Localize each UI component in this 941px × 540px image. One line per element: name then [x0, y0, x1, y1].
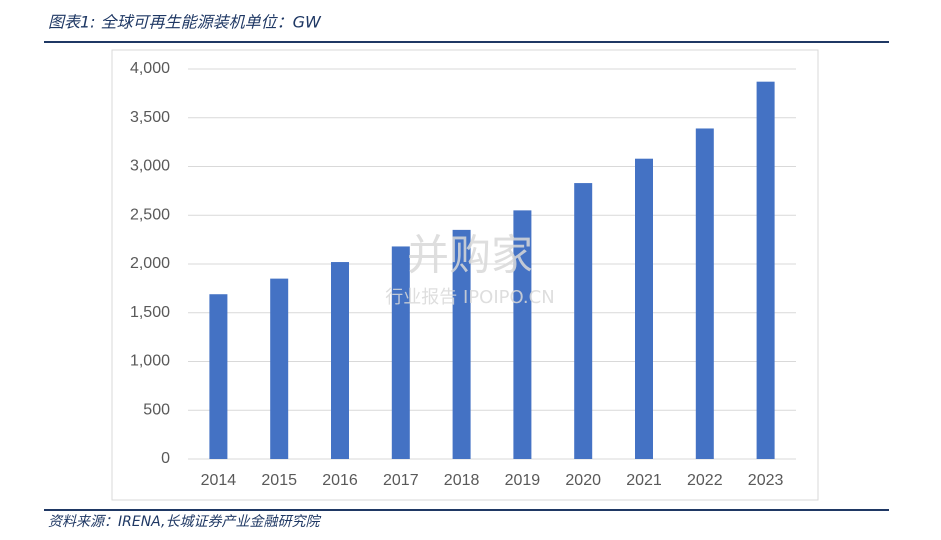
x-tick-label: 2016: [322, 472, 358, 489]
x-tick-label: 2020: [565, 472, 601, 489]
bar: [452, 229, 471, 459]
x-tick-label: 2019: [505, 472, 541, 489]
bar: [513, 210, 532, 459]
y-tick-label: 3,000: [130, 158, 170, 175]
watermark: 行业报告 IPOIPO.CN: [385, 287, 554, 308]
bar: [574, 183, 593, 459]
source-note: 资料来源：IRENA,长城证券产业金融研究院: [48, 514, 321, 530]
x-tick-label: 2017: [383, 472, 419, 489]
bar: [756, 81, 775, 460]
y-tick-label: 3,500: [130, 109, 170, 126]
x-tick-label: 2018: [444, 472, 480, 489]
chart-frame: [111, 49, 819, 501]
bar: [391, 246, 410, 459]
x-tick-label: 2021: [626, 472, 662, 489]
plot-area: 0 500 1,000 1,500 2,000 2,500 3,000 3,500 4,000 2…: [130, 60, 796, 489]
x-tick-label: 2022: [687, 472, 723, 489]
y-tick-label: 1,000: [130, 353, 170, 370]
bar: [331, 262, 349, 459]
bar: [635, 158, 653, 459]
y-tick-label: 500: [143, 401, 170, 418]
y-tick-label: 1,500: [130, 304, 170, 321]
y-tick-label: 4,000: [130, 60, 170, 77]
bar: [270, 278, 289, 459]
x-tick-label: 2023: [748, 472, 784, 489]
watermark: 并购家: [407, 231, 533, 280]
y-tick-label: 2,000: [130, 255, 170, 272]
x-tick-label: 2014: [201, 472, 237, 489]
bar: [209, 294, 228, 459]
chart-title: 图表1: 全球可再生能源装机单位：GW: [48, 13, 322, 32]
bar: [695, 128, 714, 459]
y-tick-label: 2,500: [130, 206, 170, 223]
y-tick-label: 0: [161, 450, 170, 467]
x-tick-label: 2015: [261, 472, 297, 489]
